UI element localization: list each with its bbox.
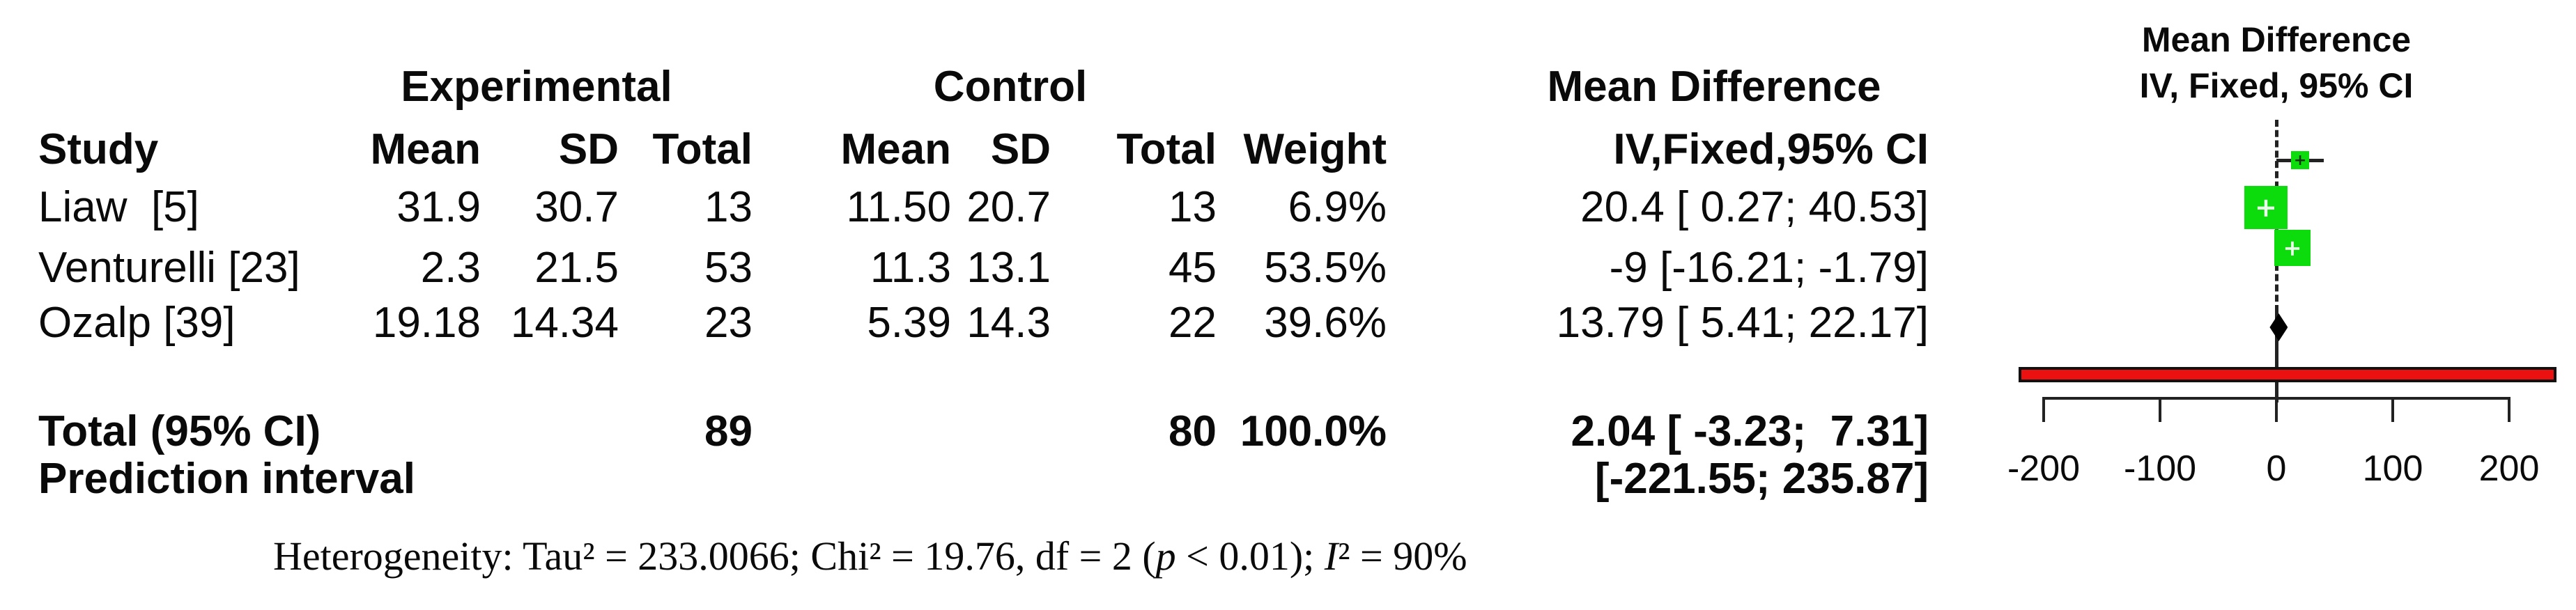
prediction-interval-bar (2019, 367, 2556, 382)
md-ci: -9 [-16.21; -1.79] (1609, 244, 1929, 292)
exp-sd: 21.5 (534, 244, 619, 292)
x-axis-tick-label: -100 (2123, 448, 2197, 489)
heterogeneity-text: Heterogeneity: Tau² = 233.0066; Chi² = 1… (273, 535, 1467, 578)
weight-square: + (2274, 230, 2311, 266)
exp-sd: 30.7 (534, 183, 619, 231)
group-header-mean-difference: Mean Difference (1547, 63, 1881, 111)
study-name: Ozalp [39] (38, 299, 236, 347)
exp-total: 23 (704, 299, 753, 347)
group-header-control: Control (933, 63, 1088, 111)
x-axis-tick (2159, 397, 2161, 422)
heterogeneity-p: p (1155, 533, 1176, 579)
ctl-sd: 14.3 (966, 299, 1051, 347)
total-diamond (2269, 313, 2288, 341)
study-name: Liaw [5] (38, 183, 199, 231)
ctl-mean: 11.3 (870, 244, 951, 292)
col-header-ctl-total: Total (1116, 125, 1217, 173)
md-ci: 20.4 [ 0.27; 40.53] (1580, 183, 1929, 231)
exp-mean: 31.9 (396, 183, 481, 231)
prediction-interval-label: Prediction interval (38, 455, 415, 503)
x-axis-tick (2275, 397, 2278, 422)
col-header-exp-total: Total (652, 125, 753, 173)
x-axis-tick-label: 0 (2266, 448, 2287, 489)
total-exp-n: 89 (704, 407, 753, 455)
x-axis-tick (2391, 397, 2394, 422)
exp-mean: 2.3 (420, 244, 481, 292)
heterogeneity-tail: ² = 90% (1338, 533, 1467, 579)
weight-square: + (2244, 186, 2288, 229)
weight-square: + (2291, 151, 2310, 169)
x-axis-tick-label: 100 (2362, 448, 2423, 489)
square-center-marker: + (2283, 235, 2302, 261)
ctl-mean: 11.50 (846, 183, 951, 231)
weight: 6.9% (1288, 183, 1387, 231)
col-header-ctl-mean: Mean (840, 125, 951, 173)
col-header-md-ci: IV,Fixed,95% CI (1613, 125, 1929, 173)
total-ctl-n: 80 (1169, 407, 1217, 455)
square-center-marker: + (2293, 151, 2307, 169)
col-header-exp-mean: Mean (370, 125, 481, 173)
plot-title: Mean Difference (2141, 20, 2412, 59)
prediction-interval-ci: [-221.55; 235.87] (1594, 455, 1929, 503)
exp-mean: 19.18 (372, 299, 481, 347)
col-header-ctl-sd: SD (990, 125, 1051, 173)
group-header-experimental: Experimental (401, 63, 672, 111)
x-axis-tick-label: -200 (2007, 448, 2081, 489)
heterogeneity-lead: Heterogeneity: Tau² = 233.0066; Chi² = 1… (273, 533, 1156, 579)
x-axis-tick-label: 200 (2478, 448, 2540, 489)
ctl-total: 13 (1169, 183, 1217, 231)
x-axis-tick (2508, 397, 2511, 422)
square-center-marker: + (2254, 191, 2278, 224)
weight: 53.5% (1264, 244, 1387, 292)
study-name: Venturelli [23] (38, 244, 300, 292)
heterogeneity-mid: < 0.01); (1175, 533, 1325, 579)
total-label: Total (95% CI) (38, 407, 321, 455)
col-header-weight: Weight (1243, 125, 1387, 173)
ctl-sd: 20.7 (966, 183, 1051, 231)
ctl-sd: 13.1 (966, 244, 1051, 292)
md-ci: 13.79 [ 5.41; 22.17] (1556, 299, 1929, 347)
exp-total: 53 (704, 244, 753, 292)
heterogeneity-i: I (1324, 533, 1339, 579)
weight: 39.6% (1264, 299, 1387, 347)
col-header-study: Study (38, 125, 159, 173)
col-header-exp-sd: SD (558, 125, 619, 173)
ctl-total: 22 (1169, 299, 1217, 347)
total-weight: 100.0% (1240, 407, 1387, 455)
exp-total: 13 (704, 183, 753, 231)
total-md-ci: 2.04 [ -3.23; 7.31] (1571, 407, 1929, 455)
exp-sd: 14.34 (510, 299, 619, 347)
zero-line-solid (2275, 312, 2278, 402)
x-axis-tick (2042, 397, 2045, 422)
plot-subtitle: IV, Fixed, 95% CI (2139, 66, 2414, 105)
ctl-mean: 5.39 (867, 299, 951, 347)
ctl-total: 45 (1169, 244, 1217, 292)
